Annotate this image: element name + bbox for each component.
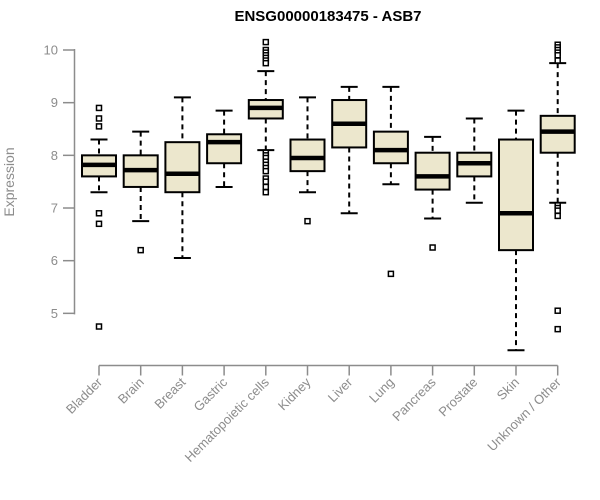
outlier-point (262, 183, 270, 191)
y-tick-label: 6 (51, 253, 58, 268)
outlier-point (262, 188, 270, 196)
boxplot-lung (372, 85, 409, 278)
y-tick-label: 8 (51, 148, 58, 163)
boxplot-liver (331, 85, 368, 215)
outlier-point (95, 104, 103, 112)
y-axis-title: Expression (1, 147, 17, 216)
x-tick-label-skin: Skin (494, 375, 522, 403)
boxplot-brain (122, 130, 159, 254)
iqr-box (498, 138, 534, 252)
outlier-point (262, 167, 270, 175)
outlier-point (262, 59, 270, 67)
outlier-point (262, 178, 270, 185)
y-tick-label: 9 (51, 95, 58, 110)
outlier-point (554, 307, 561, 314)
outlier-point (554, 325, 561, 333)
outlier-point (137, 246, 144, 254)
x-tick-label-unknown-other: Unknown / Other (484, 374, 564, 454)
x-tick-label-liver: Liver (325, 374, 356, 405)
box-series (81, 38, 576, 352)
x-tick-label-lung: Lung (366, 375, 397, 406)
iqr-box (206, 133, 243, 165)
outlier-point (387, 270, 395, 278)
y-tick-label: 5 (51, 306, 58, 321)
boxplot-pancreas (414, 135, 451, 251)
outlier-point (554, 57, 561, 64)
y-tick-label: 7 (51, 201, 58, 216)
x-tick-label-brain: Brain (115, 375, 147, 407)
outlier-point (554, 52, 561, 59)
outlier-point (554, 207, 561, 214)
iqr-box (539, 114, 576, 154)
outlier-point (304, 217, 311, 225)
boxplot-prostate (456, 117, 493, 204)
boxplot-kidney (289, 96, 326, 225)
outlier-point (554, 212, 561, 220)
outlier-point (262, 38, 270, 46)
boxplot-breast (164, 96, 201, 260)
boxplot-hematopoietic-cells (247, 38, 284, 196)
x-tick-label-breast: Breast (151, 374, 188, 411)
boxplot-unknown-other (539, 41, 576, 333)
iqr-box (414, 151, 451, 191)
x-tick-label-pancreas: Pancreas (389, 374, 439, 424)
outlier-point (95, 210, 103, 217)
x-tick-label-kidney: Kidney (275, 374, 314, 413)
boxplot-skin (498, 109, 534, 352)
iqr-box (289, 138, 326, 173)
y-tick-label: 10 (44, 43, 58, 58)
outlier-point (95, 220, 103, 228)
outlier-point (429, 244, 436, 251)
outlier-point (95, 323, 103, 330)
outlier-point (95, 123, 103, 130)
x-tick-label-prostate: Prostate (436, 375, 481, 420)
x-tick-label-gastric: Gastric (191, 374, 231, 414)
boxplot-bladder (81, 104, 117, 330)
iqr-box (164, 141, 201, 194)
iqr-box (372, 130, 409, 165)
boxplot-gastric (206, 109, 243, 188)
outlier-point (95, 115, 103, 122)
x-tick-label-bladder: Bladder (63, 374, 106, 417)
chart-title: ENSG00000183475 - ASB7 (234, 8, 421, 25)
